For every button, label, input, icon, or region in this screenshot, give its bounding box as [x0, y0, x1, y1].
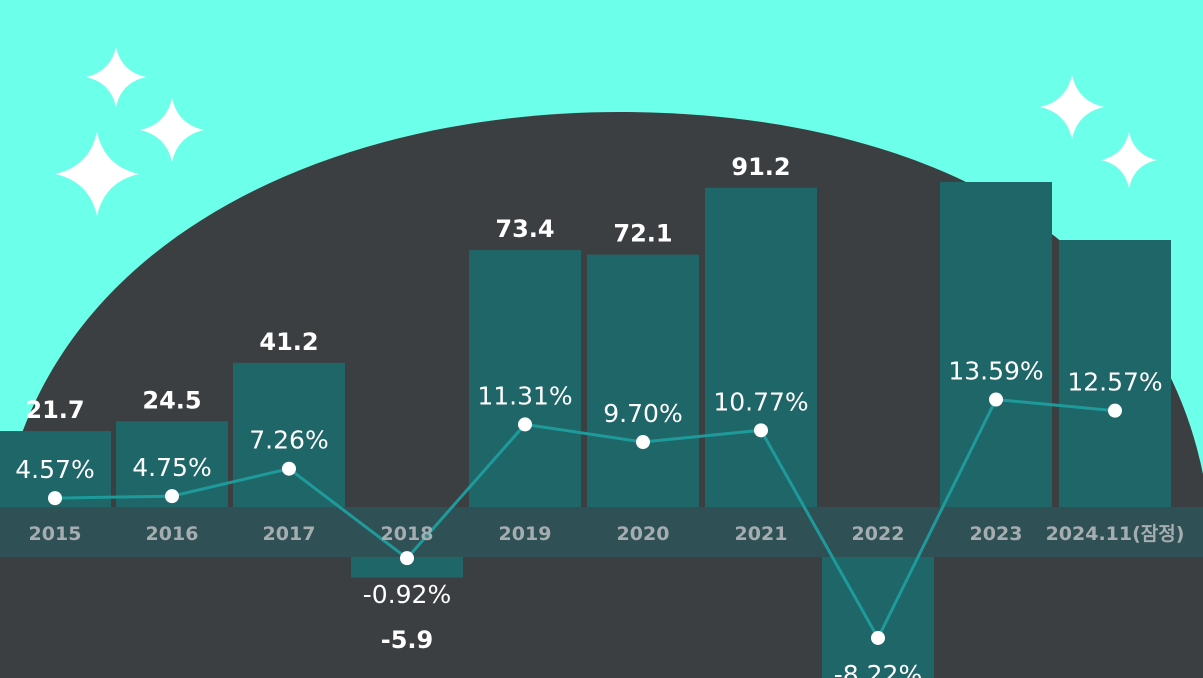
point-value-label: 12.57%	[1067, 368, 1162, 397]
data-point	[518, 417, 532, 432]
point-value-label: 9.70%	[603, 399, 682, 428]
x-tick-label: 2017	[263, 523, 316, 545]
point-value-label: 10.77%	[713, 387, 808, 416]
x-tick-label: 2023	[970, 523, 1023, 545]
x-tick-label: 2019	[499, 523, 552, 545]
data-point	[754, 423, 768, 438]
bar-value-label: 24.5	[142, 386, 201, 414]
x-tick-label: 2021	[735, 523, 788, 545]
bar-2019	[469, 250, 581, 507]
point-value-label: 11.31%	[477, 381, 572, 410]
x-tick-label: 2022	[852, 523, 905, 545]
point-value-label: 4.57%	[15, 455, 94, 484]
point-value-label: 13.59%	[948, 357, 1043, 386]
bar-2023	[940, 182, 1052, 507]
bar-2017	[233, 362, 345, 507]
bar-2020	[587, 254, 699, 507]
data-point	[1108, 403, 1122, 418]
labels-group: 21.7 24.5 41.2 -5.9 73.4 72.1 91.2 2015 2016 2017…	[15, 153, 1184, 678]
x-tick-label: 2018	[381, 523, 434, 545]
axis-band	[0, 507, 1203, 557]
bar-value-label: 21.7	[25, 396, 84, 424]
data-point	[165, 489, 179, 504]
bar-value-label: 72.1	[613, 220, 672, 248]
sparkle-icon	[86, 47, 146, 107]
bar-2024.11(잠정)	[1059, 240, 1171, 507]
x-tick-label: 2020	[617, 523, 670, 545]
sparkle-icon	[140, 98, 204, 162]
line-group	[48, 392, 1122, 645]
point-value-label: 4.75%	[132, 453, 211, 482]
bar-value-label: 91.2	[731, 153, 790, 181]
data-point	[636, 435, 650, 450]
x-tick-label: 2024.11(잠정)	[1046, 523, 1185, 545]
point-value-label: -0.92%	[363, 580, 451, 609]
data-point	[400, 551, 414, 566]
bar-2018	[351, 557, 463, 578]
sparkles-group	[55, 47, 1157, 216]
bar-value-label: 41.2	[259, 328, 318, 356]
data-point	[282, 461, 296, 476]
bar-value-label: -5.9	[381, 626, 433, 654]
data-point	[989, 392, 1003, 407]
x-tick-label: 2015	[29, 523, 82, 545]
sparkle-icon	[55, 132, 139, 216]
x-tick-label: 2016	[146, 523, 199, 545]
point-value-label: 7.26%	[249, 426, 328, 455]
bar-value-label: 73.4	[495, 215, 554, 243]
bar-2021	[705, 187, 817, 508]
data-point	[48, 491, 62, 506]
sparkle-icon	[1040, 75, 1104, 139]
point-value-label: -8.22%	[834, 660, 922, 678]
sparkle-icon	[1101, 132, 1157, 188]
bar-2022	[822, 557, 934, 678]
data-point	[871, 630, 885, 645]
growth-rate-line	[54, 398, 1116, 640]
